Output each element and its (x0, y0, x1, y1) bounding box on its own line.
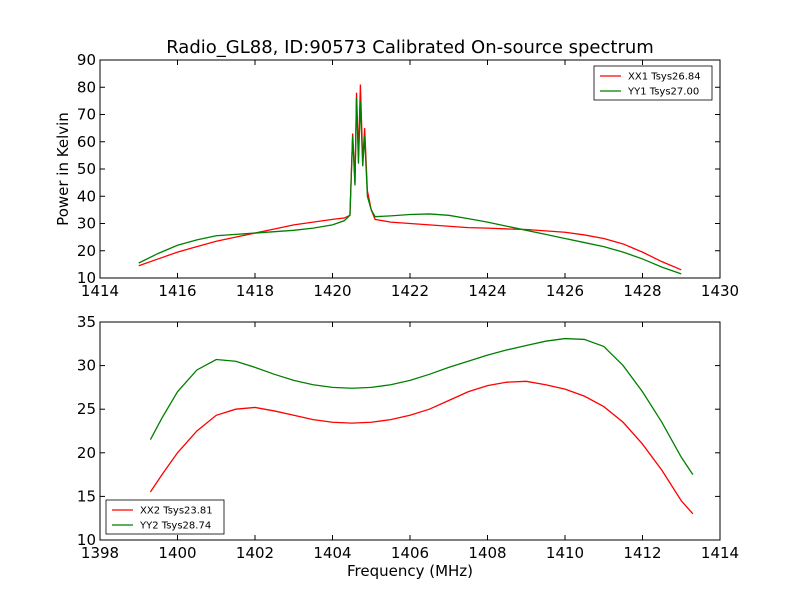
x-tick-label: 1412 (623, 544, 661, 562)
y-tick-label: 20 (77, 444, 96, 462)
y-tick-label: 10 (77, 269, 96, 287)
series-line-0-0 (138, 84, 682, 271)
y-tick-label: 70 (77, 106, 96, 124)
series-line-0-1 (138, 98, 682, 275)
y-tick-label: 30 (77, 215, 96, 233)
top-panel: 1414 1416 1418 1420 1422 1424 1426 1428 1430 10 20… (54, 51, 739, 300)
legend-label: XX1 Tsys26.84 (628, 72, 701, 83)
legend: XX1 Tsys26.84 YY1 Tsys27.00 (593, 65, 713, 101)
figure-title: Radio_GL88, ID:90573 Calibrated On-sourc… (166, 37, 654, 58)
y-tick-label: 25 (77, 400, 96, 418)
legend: XX2 Tsys23.81 YY2 Tsys28.74 (105, 499, 225, 535)
x-tick-label: 1422 (391, 282, 429, 300)
y-tick-label: 10 (77, 531, 96, 549)
y-tick-label: 60 (77, 133, 96, 151)
y-tick-label: 90 (77, 51, 96, 69)
x-tick-label: 1410 (546, 544, 584, 562)
legend-box (105, 499, 225, 535)
x-tick-label: 1426 (546, 282, 584, 300)
legend-label: XX2 Tsys23.81 (140, 506, 213, 517)
x-tick-label: 1408 (468, 544, 506, 562)
x-tick-label: 1416 (158, 282, 196, 300)
legend-label: YY2 Tsys28.74 (139, 521, 211, 532)
x-tick-label: 1428 (623, 282, 661, 300)
x-tick-label: 1414 (701, 544, 739, 562)
y-tick-label: 20 (77, 242, 96, 260)
y-tick-label: 40 (77, 187, 96, 205)
x-tick-label: 1406 (391, 544, 429, 562)
y-tick-label: 50 (77, 160, 96, 178)
legend-label: YY1 Tsys27.00 (627, 87, 699, 98)
y-axis-label: Power in Kelvin (54, 112, 72, 226)
x-tick-label: 1398 (81, 544, 119, 562)
y-tick-label: 80 (77, 78, 96, 96)
x-tick-label: 1400 (158, 544, 196, 562)
y-tick-label: 15 (77, 487, 96, 505)
series-line-1-0 (149, 380, 694, 515)
x-tick-label: 1424 (468, 282, 506, 300)
y-tick-label: 30 (77, 357, 96, 375)
x-tick-label: 1418 (236, 282, 274, 300)
bottom-panel: 1398 1400 1402 1404 1406 1408 1410 1412 1414 10 15… (77, 313, 739, 562)
y-tick-label: 35 (77, 313, 96, 331)
x-tick-label: 1404 (313, 544, 351, 562)
x-tick-label: 1402 (236, 544, 274, 562)
series-line-1-1 (149, 337, 694, 475)
x-tick-label: 1430 (701, 282, 739, 300)
x-axis-label: Frequency (MHz) (347, 562, 473, 580)
x-tick-label: 1414 (81, 282, 119, 300)
legend-box (593, 65, 713, 101)
x-tick-label: 1420 (313, 282, 351, 300)
